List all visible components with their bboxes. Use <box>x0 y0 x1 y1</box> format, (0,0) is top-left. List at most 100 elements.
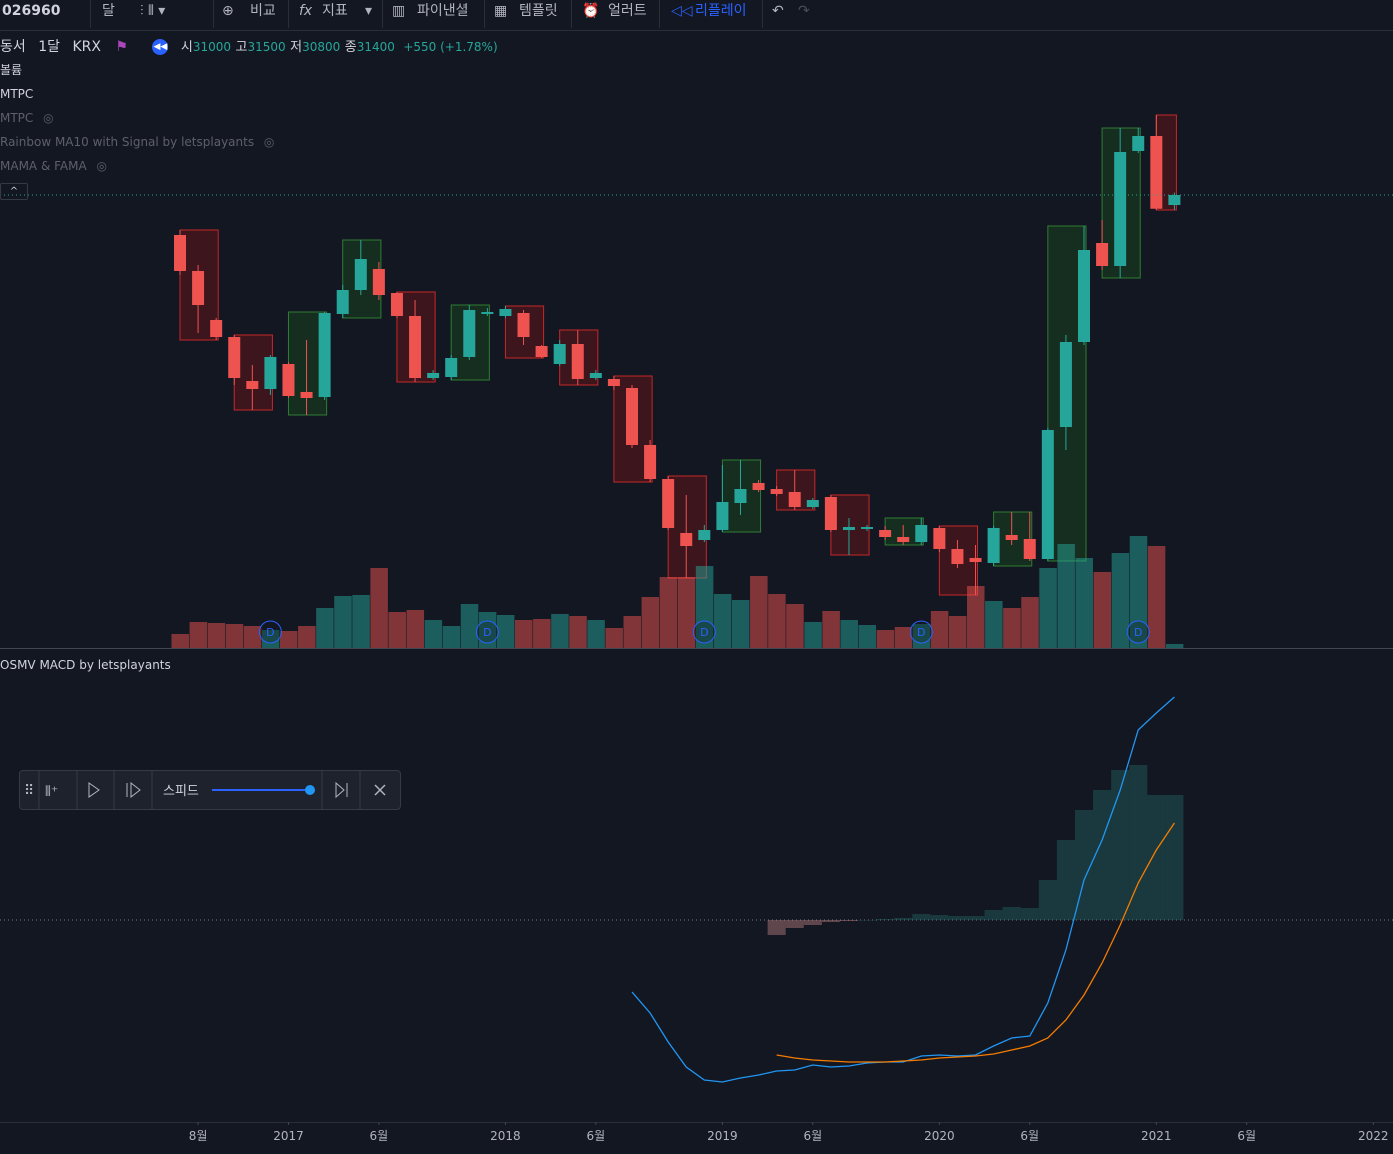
event-label: D <box>1134 626 1142 639</box>
candle-body <box>1005 535 1018 540</box>
play-button[interactable] <box>88 782 100 798</box>
candle-body <box>445 358 458 377</box>
candle-body <box>1168 195 1181 205</box>
step-button[interactable] <box>126 781 141 799</box>
indicator-row[interactable]: 볼륨 <box>0 63 23 77</box>
candle-body <box>861 527 874 529</box>
low-label: 저 <box>290 40 303 55</box>
candle-body <box>987 528 1000 563</box>
hidden-indicator-row[interactable]: Rainbow MA10 with Signal by letsplayants… <box>0 132 274 152</box>
flag-icon[interactable]: ⚑ <box>115 39 128 55</box>
event-label: D <box>483 626 491 639</box>
candle-body <box>589 373 602 378</box>
volume-bar <box>1129 536 1148 648</box>
histogram-bar <box>785 920 804 928</box>
indicator-name: Rainbow MA10 with Signal by letsplayants <box>0 135 255 149</box>
toolbar: 026960 달 ⫶ ⫴ ▾ ⊕ 비교 fx 지표 ▾ ▥ 파이낸셜 ▦ 템플릿… <box>0 0 1393 31</box>
hidden-indicator-row[interactable]: MTPC ◎ <box>0 108 54 128</box>
high-label: 고 <box>235 40 248 55</box>
event-label: D <box>266 626 274 639</box>
replay-button[interactable]: 리플레이 <box>695 3 747 19</box>
replay-badge[interactable]: ◀◀ <box>152 39 169 55</box>
separator <box>90 0 91 28</box>
histogram-bar <box>803 920 822 925</box>
financial-icon[interactable]: ▥ <box>392 3 406 19</box>
symbol[interactable]: 026960 <box>2 3 61 19</box>
select-bar-icon[interactable]: ⫴⁺ <box>45 784 58 800</box>
volume-bar <box>1003 608 1021 648</box>
template-icon[interactable]: ▦ <box>494 3 508 19</box>
histogram-bar <box>930 915 949 920</box>
hidden-icon[interactable]: ◎ <box>43 111 54 125</box>
histogram-bar <box>1020 908 1039 920</box>
jump-button[interactable] <box>335 781 348 799</box>
drag-handle[interactable]: ⠿ <box>24 783 34 799</box>
event-label: D <box>700 626 708 639</box>
close-button[interactable] <box>374 784 386 796</box>
volume-bar <box>1057 544 1075 648</box>
low-value: 30800 <box>302 40 341 54</box>
candle-body <box>463 310 476 357</box>
candle-body <box>1132 136 1145 151</box>
undo-button[interactable]: ↶ <box>772 3 784 19</box>
histogram-bar <box>948 916 967 920</box>
event-marker <box>692 620 716 644</box>
volume-bar <box>1165 644 1184 648</box>
volume-bar <box>334 596 352 648</box>
x-tick-label: 6월 <box>1020 1129 1039 1143</box>
chart-style-icon[interactable]: ⫶ ⫴ ▾ <box>140 3 166 19</box>
volume-bar <box>1093 572 1112 648</box>
volume-bar <box>695 566 714 648</box>
x-tick-label: 6월 <box>803 1129 822 1143</box>
volume-bar <box>515 620 533 648</box>
candle-body <box>571 344 584 379</box>
indicator-line <box>631 696 1175 1083</box>
indicator-row[interactable]: MTPC <box>0 87 34 101</box>
volume-bar <box>460 604 479 648</box>
histogram-bar <box>1002 907 1021 920</box>
candle-body <box>390 293 403 316</box>
histogram-bar <box>858 920 877 921</box>
replay-icon[interactable]: ◁◁ <box>671 3 693 19</box>
collapse-button[interactable]: ^ <box>0 183 28 200</box>
financial-button[interactable]: 파이낸셜 <box>417 3 469 19</box>
dropdown-icon[interactable]: ▾ <box>365 3 373 19</box>
indicator-icon[interactable]: fx <box>299 3 313 19</box>
hidden-indicator-row[interactable]: MAMA & FAMA ◎ <box>0 156 107 176</box>
hidden-icon[interactable]: ◎ <box>263 135 275 149</box>
indicator-button[interactable]: 지표 <box>322 3 348 19</box>
slider-handle[interactable] <box>305 785 315 795</box>
x-tick-label: 2021 <box>1141 1129 1172 1143</box>
open-label: 시 <box>180 40 193 55</box>
event-label: D <box>917 626 925 639</box>
volume-bar <box>659 577 678 648</box>
histogram-bar <box>1111 770 1130 920</box>
candle-body <box>824 497 837 530</box>
redo-button[interactable]: ↷ <box>798 3 810 19</box>
candle-body <box>300 392 313 398</box>
range-box <box>667 475 707 579</box>
hidden-icon[interactable]: ◎ <box>96 159 107 173</box>
x-tick-label: 2022 <box>1358 1129 1389 1143</box>
alert-button[interactable]: 얼러트 <box>608 3 647 19</box>
volume-bar <box>279 631 298 648</box>
x-tick-label: 2020 <box>924 1129 955 1143</box>
volume-bar <box>731 600 750 648</box>
alert-icon[interactable]: ⏰ <box>582 3 600 19</box>
volume-bar <box>316 608 334 648</box>
volume-bar <box>406 610 425 648</box>
interval-button[interactable]: 달 <box>102 3 115 19</box>
candle-body <box>228 337 241 378</box>
compare-icon[interactable]: ⊕ <box>222 3 234 19</box>
exchange: KRX <box>72 39 101 55</box>
volume-bar <box>967 586 985 648</box>
compare-button[interactable]: 비교 <box>250 3 276 19</box>
candle-body <box>662 479 675 528</box>
indicator-line <box>776 822 1175 1063</box>
volume-bar <box>1039 568 1057 648</box>
template-button[interactable]: 템플릿 <box>519 3 558 19</box>
close-label: 종 <box>344 40 357 55</box>
x-tick-label: 6월 <box>586 1129 605 1143</box>
histogram-bar <box>839 920 858 921</box>
candle-body <box>499 309 512 316</box>
